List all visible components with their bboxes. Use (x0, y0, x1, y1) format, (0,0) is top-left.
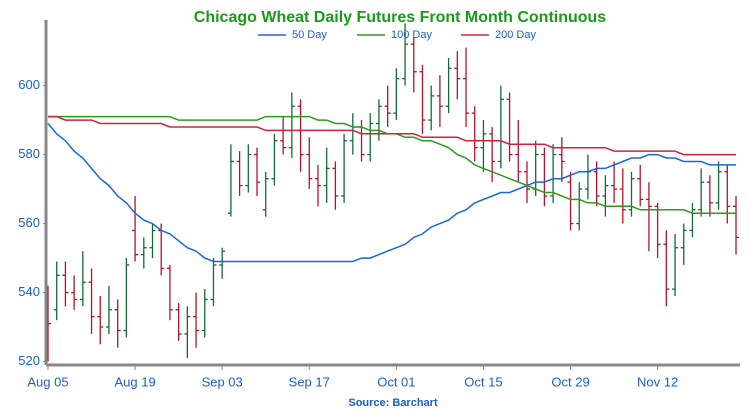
ma-line (47, 123, 736, 263)
x-tick-label: Nov 12 (637, 374, 678, 389)
x-tick-label: Oct 15 (464, 374, 502, 389)
y-tick-label: 560 (18, 215, 40, 230)
x-tick-label: Sep 17 (289, 374, 330, 389)
x-tick-label: Oct 29 (551, 374, 589, 389)
chart-title: Chicago Wheat Daily Futures Front Month … (194, 9, 607, 26)
y-tick-label: 580 (18, 146, 40, 161)
legend-label: 200 Day (495, 29, 536, 41)
legend-label: 50 Day (292, 29, 327, 41)
x-tick-label: Sep 03 (202, 374, 243, 389)
ma-line (48, 115, 736, 214)
y-tick-label: 540 (18, 284, 40, 299)
x-tick-label: Aug 05 (27, 374, 68, 389)
y-tick-label: 520 (18, 353, 40, 368)
source: Source: Barchart (348, 397, 438, 409)
y-tick-label: 600 (18, 77, 40, 92)
x-tick-label: Aug 19 (114, 374, 155, 389)
x-tick-label: Oct 01 (377, 374, 415, 389)
ma-line (48, 115, 736, 156)
legend-label: 100 Day (391, 29, 432, 41)
